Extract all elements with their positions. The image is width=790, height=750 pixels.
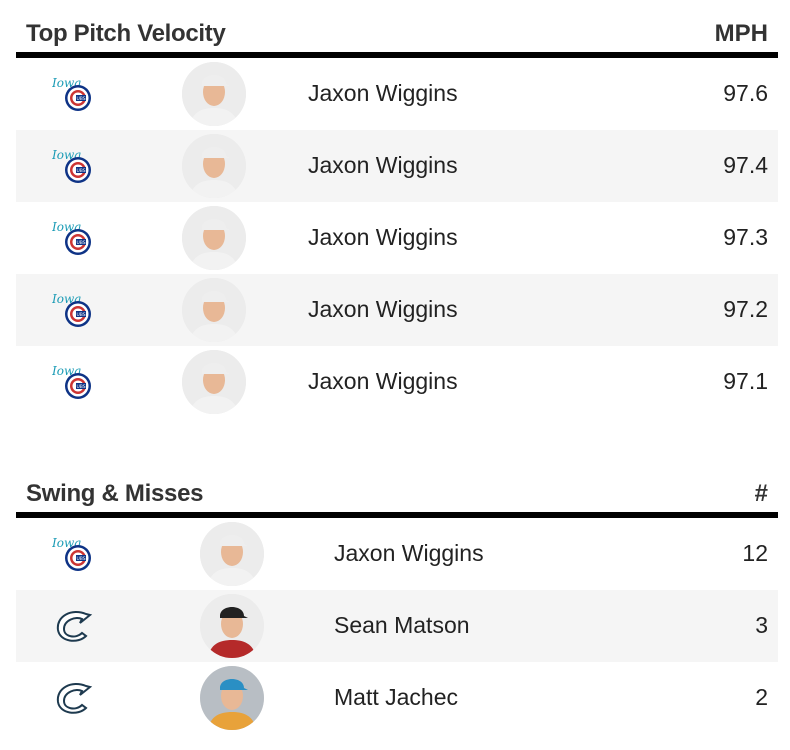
column-header: # bbox=[754, 480, 768, 507]
svg-text:UBS: UBS bbox=[77, 168, 86, 174]
stat-value: 2 bbox=[755, 684, 768, 710]
player-avatar bbox=[200, 522, 264, 586]
table-title: Swing & Misses bbox=[26, 480, 204, 507]
table-row[interactable]: Sean Matson 3 bbox=[16, 590, 778, 662]
iowa-cubs-logo-icon: Iowa UBS bbox=[51, 146, 96, 186]
player-avatar bbox=[182, 278, 246, 342]
stat-value: 97.3 bbox=[723, 224, 768, 250]
player-name[interactable]: Jaxon Wiggins bbox=[308, 152, 458, 178]
player-avatar bbox=[182, 134, 246, 198]
table-title: Top Pitch Velocity bbox=[26, 20, 226, 47]
iowa-cubs-logo-icon: Iowa UBS bbox=[51, 218, 96, 258]
stat-value: 97.6 bbox=[723, 80, 768, 106]
table-row[interactable]: Iowa UBS Jaxon Wiggins 97.3 bbox=[16, 202, 778, 274]
player-avatar bbox=[182, 350, 246, 414]
stat-value: 3 bbox=[755, 612, 768, 638]
player-name[interactable]: Jaxon Wiggins bbox=[308, 296, 458, 322]
player-avatar bbox=[182, 206, 246, 270]
table-row[interactable]: Iowa UBS Jaxon Wiggins 97.1 bbox=[16, 346, 778, 418]
player-name[interactable]: Jaxon Wiggins bbox=[308, 368, 458, 394]
table-row[interactable]: Iowa UBS Jaxon Wiggins 97.4 bbox=[16, 130, 778, 202]
player-avatar bbox=[182, 62, 246, 126]
player-avatar bbox=[200, 594, 264, 658]
player-name[interactable]: Sean Matson bbox=[334, 612, 470, 638]
table-row[interactable]: Iowa UBS Jaxon Wiggins 12 bbox=[16, 518, 778, 590]
svg-text:UBS: UBS bbox=[77, 240, 86, 246]
table-header: Swing & Misses # bbox=[16, 476, 778, 518]
columbus-logo-icon bbox=[52, 606, 96, 646]
top-pitch-velocity-table: Top Pitch Velocity MPH Iowa UBS Jaxon Wigg… bbox=[16, 16, 778, 418]
table-row[interactable]: Iowa UBS Jaxon Wiggins 97.6 bbox=[16, 58, 778, 130]
player-name[interactable]: Matt Jachec bbox=[334, 684, 458, 710]
svg-text:UBS: UBS bbox=[77, 96, 86, 102]
player-name[interactable]: Jaxon Wiggins bbox=[308, 224, 458, 250]
svg-text:UBS: UBS bbox=[77, 384, 86, 390]
svg-text:UBS: UBS bbox=[77, 556, 86, 562]
player-name[interactable]: Jaxon Wiggins bbox=[308, 80, 458, 106]
stat-value: 12 bbox=[742, 540, 768, 566]
player-name[interactable]: Jaxon Wiggins bbox=[334, 540, 484, 566]
table-header: Top Pitch Velocity MPH bbox=[16, 16, 778, 58]
stat-value: 97.1 bbox=[723, 368, 768, 394]
iowa-cubs-logo-icon: Iowa UBS bbox=[51, 74, 96, 114]
iowa-cubs-logo-icon: Iowa UBS bbox=[51, 534, 96, 574]
stat-value: 97.4 bbox=[723, 152, 768, 178]
stat-value: 97.2 bbox=[723, 296, 768, 322]
table-row[interactable]: Matt Jachec 2 bbox=[16, 662, 778, 734]
table-row[interactable]: Iowa UBS Jaxon Wiggins 97.2 bbox=[16, 274, 778, 346]
iowa-cubs-logo-icon: Iowa UBS bbox=[51, 290, 96, 330]
iowa-cubs-logo-icon: Iowa UBS bbox=[51, 362, 96, 402]
player-avatar bbox=[200, 666, 264, 730]
swing-and-misses-table: Swing & Misses # Iowa UBS Jaxon Wiggins 12 S… bbox=[16, 476, 778, 734]
column-header: MPH bbox=[714, 20, 768, 47]
columbus-logo-icon bbox=[52, 678, 96, 718]
svg-text:UBS: UBS bbox=[77, 312, 86, 318]
